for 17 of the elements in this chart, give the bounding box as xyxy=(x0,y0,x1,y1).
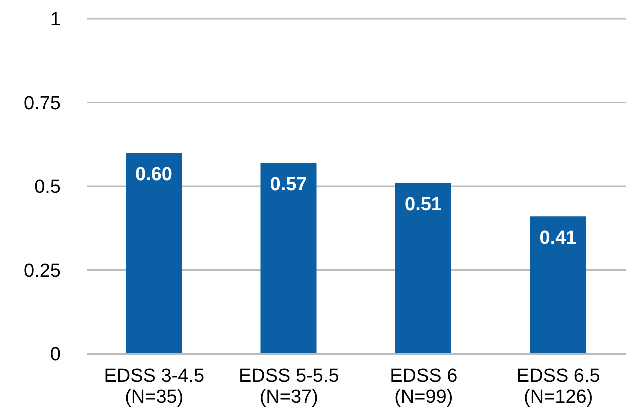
y-tick-label: 0 xyxy=(50,344,61,366)
data-label: 0.60 xyxy=(136,164,172,186)
bar xyxy=(260,163,317,354)
y-tick-label: 0.75 xyxy=(24,93,61,114)
bar xyxy=(126,153,182,354)
bar xyxy=(396,183,452,354)
x-tick-label: EDSS 6 (N=99) xyxy=(390,366,458,408)
x-tick-label: EDSS 3-4.5 (N=35) xyxy=(104,366,205,408)
x-tick-label: EDSS 6.5 (N=126) xyxy=(516,366,600,408)
y-tick-label: 0.25 xyxy=(24,260,61,282)
x-tick-label: EDSS 5-5.5 (N=37) xyxy=(238,366,340,408)
data-label: 0.57 xyxy=(270,174,308,196)
bar xyxy=(530,216,586,354)
data-label: 0.41 xyxy=(540,228,578,250)
y-tick-label: 0.5 xyxy=(34,177,61,198)
data-label: 0.51 xyxy=(405,194,442,216)
y-tick-label: 1 xyxy=(50,10,61,31)
